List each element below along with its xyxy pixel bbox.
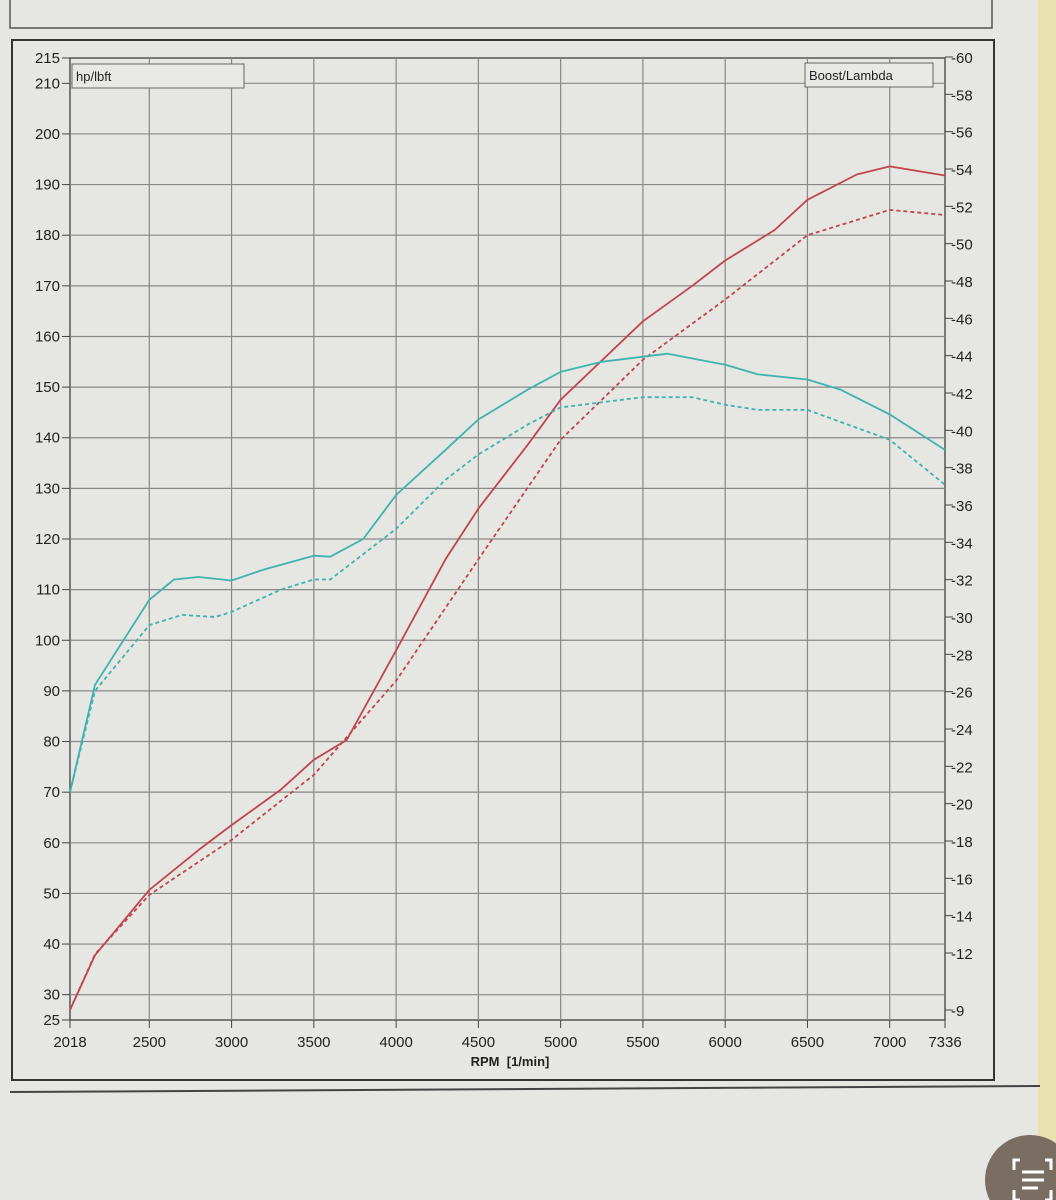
y2-tick-label: -52 (951, 199, 973, 216)
y-tick-label: 90 (43, 683, 60, 700)
y-tick-label: 210 (35, 75, 60, 92)
x-tick-label: 2018 (53, 1034, 86, 1051)
y2-tick-label: -22 (951, 759, 973, 776)
y2-tick-label: -40 (951, 423, 973, 440)
y2-tick-label: -46 (951, 311, 973, 328)
x-tick-label: 4500 (462, 1034, 495, 1051)
y2-tick-label: -58 (951, 87, 973, 104)
series-line-0 (69, 165, 946, 1011)
right-axis-label: Boost/Lambda (809, 68, 894, 83)
y-tick-label: 130 (35, 480, 60, 497)
y2-tick-label: -54 (951, 162, 973, 179)
y2-tick-label: -18 (951, 834, 973, 851)
scan-button[interactable] (985, 1135, 1056, 1200)
y2-tick-label: -42 (951, 386, 973, 403)
y-tick-label: 60 (43, 835, 60, 852)
y-tick-label: 200 (35, 126, 60, 143)
page-rule (9, 1085, 1041, 1093)
left-axis-label-box (71, 63, 245, 89)
series-line-3 (69, 396, 946, 793)
x-tick-label: 5500 (626, 1034, 659, 1051)
x-tick-label: 6000 (708, 1034, 741, 1051)
y2-tick-label: -20 (951, 797, 973, 814)
y2-tick-label: -48 (951, 274, 973, 291)
y-tick-label: 180 (35, 227, 60, 244)
series-line-2 (69, 352, 946, 793)
header-box (9, 0, 993, 29)
chart-frame (11, 39, 995, 1081)
y-tick-label: 100 (35, 632, 60, 649)
y2-tick-label: -30 (951, 610, 973, 627)
y2-tick-label: -38 (951, 461, 973, 478)
y-tick-label: 160 (35, 328, 60, 345)
y2-tick-label: -26 (951, 685, 973, 702)
series-line-1 (69, 209, 946, 1011)
y2-tick-label: -12 (951, 946, 973, 963)
x-tick-label: 5000 (544, 1034, 577, 1051)
x-tick-label: 4000 (379, 1034, 412, 1051)
right-axis-label-box (804, 62, 934, 88)
x-tick-label: 3000 (215, 1034, 248, 1051)
y-tick-label: 215 (35, 50, 60, 67)
x-tick-label: 2500 (133, 1034, 166, 1051)
y-tick-label: 50 (43, 885, 60, 902)
y2-tick-label: -60 (951, 50, 973, 67)
left-axis-label: hp/lbft (76, 69, 112, 84)
y2-tick-label: -56 (951, 125, 973, 142)
y-tick-label: 30 (43, 987, 60, 1004)
y-tick-label: 140 (35, 430, 60, 447)
y2-tick-label: -34 (951, 535, 973, 552)
x-tick-label: 7336 (928, 1034, 961, 1051)
y2-tick-label: -14 (951, 909, 973, 926)
y-tick-label: 150 (35, 379, 60, 396)
y-tick-label: 80 (43, 734, 60, 751)
x-tick-label: 3500 (297, 1034, 330, 1051)
y2-tick-label: -24 (951, 722, 973, 739)
y-tick-label: 25 (43, 1012, 60, 1029)
y-tick-label: 70 (43, 784, 60, 801)
y-tick-label: 170 (35, 278, 60, 295)
y2-tick-label: -32 (951, 573, 973, 590)
y2-tick-label: -36 (951, 498, 973, 515)
y-tick-label: 40 (43, 936, 60, 953)
y-tick-label: 190 (35, 177, 60, 194)
y-tick-label: 110 (36, 582, 60, 599)
x-tick-label: 7000 (873, 1034, 906, 1051)
scan-text-icon (1012, 1158, 1053, 1200)
y2-tick-label: -50 (951, 237, 973, 254)
y2-tick-label: -16 (951, 871, 973, 888)
y-tick-label: 120 (35, 531, 60, 548)
x-tick-label: 6500 (791, 1034, 824, 1051)
y2-tick-label: -9 (951, 1003, 964, 1020)
y2-tick-label: -44 (951, 349, 973, 366)
x-axis-label: RPM [1/min] (471, 1054, 550, 1069)
y2-tick-label: -28 (951, 647, 973, 664)
page-edge (1038, 0, 1056, 1200)
